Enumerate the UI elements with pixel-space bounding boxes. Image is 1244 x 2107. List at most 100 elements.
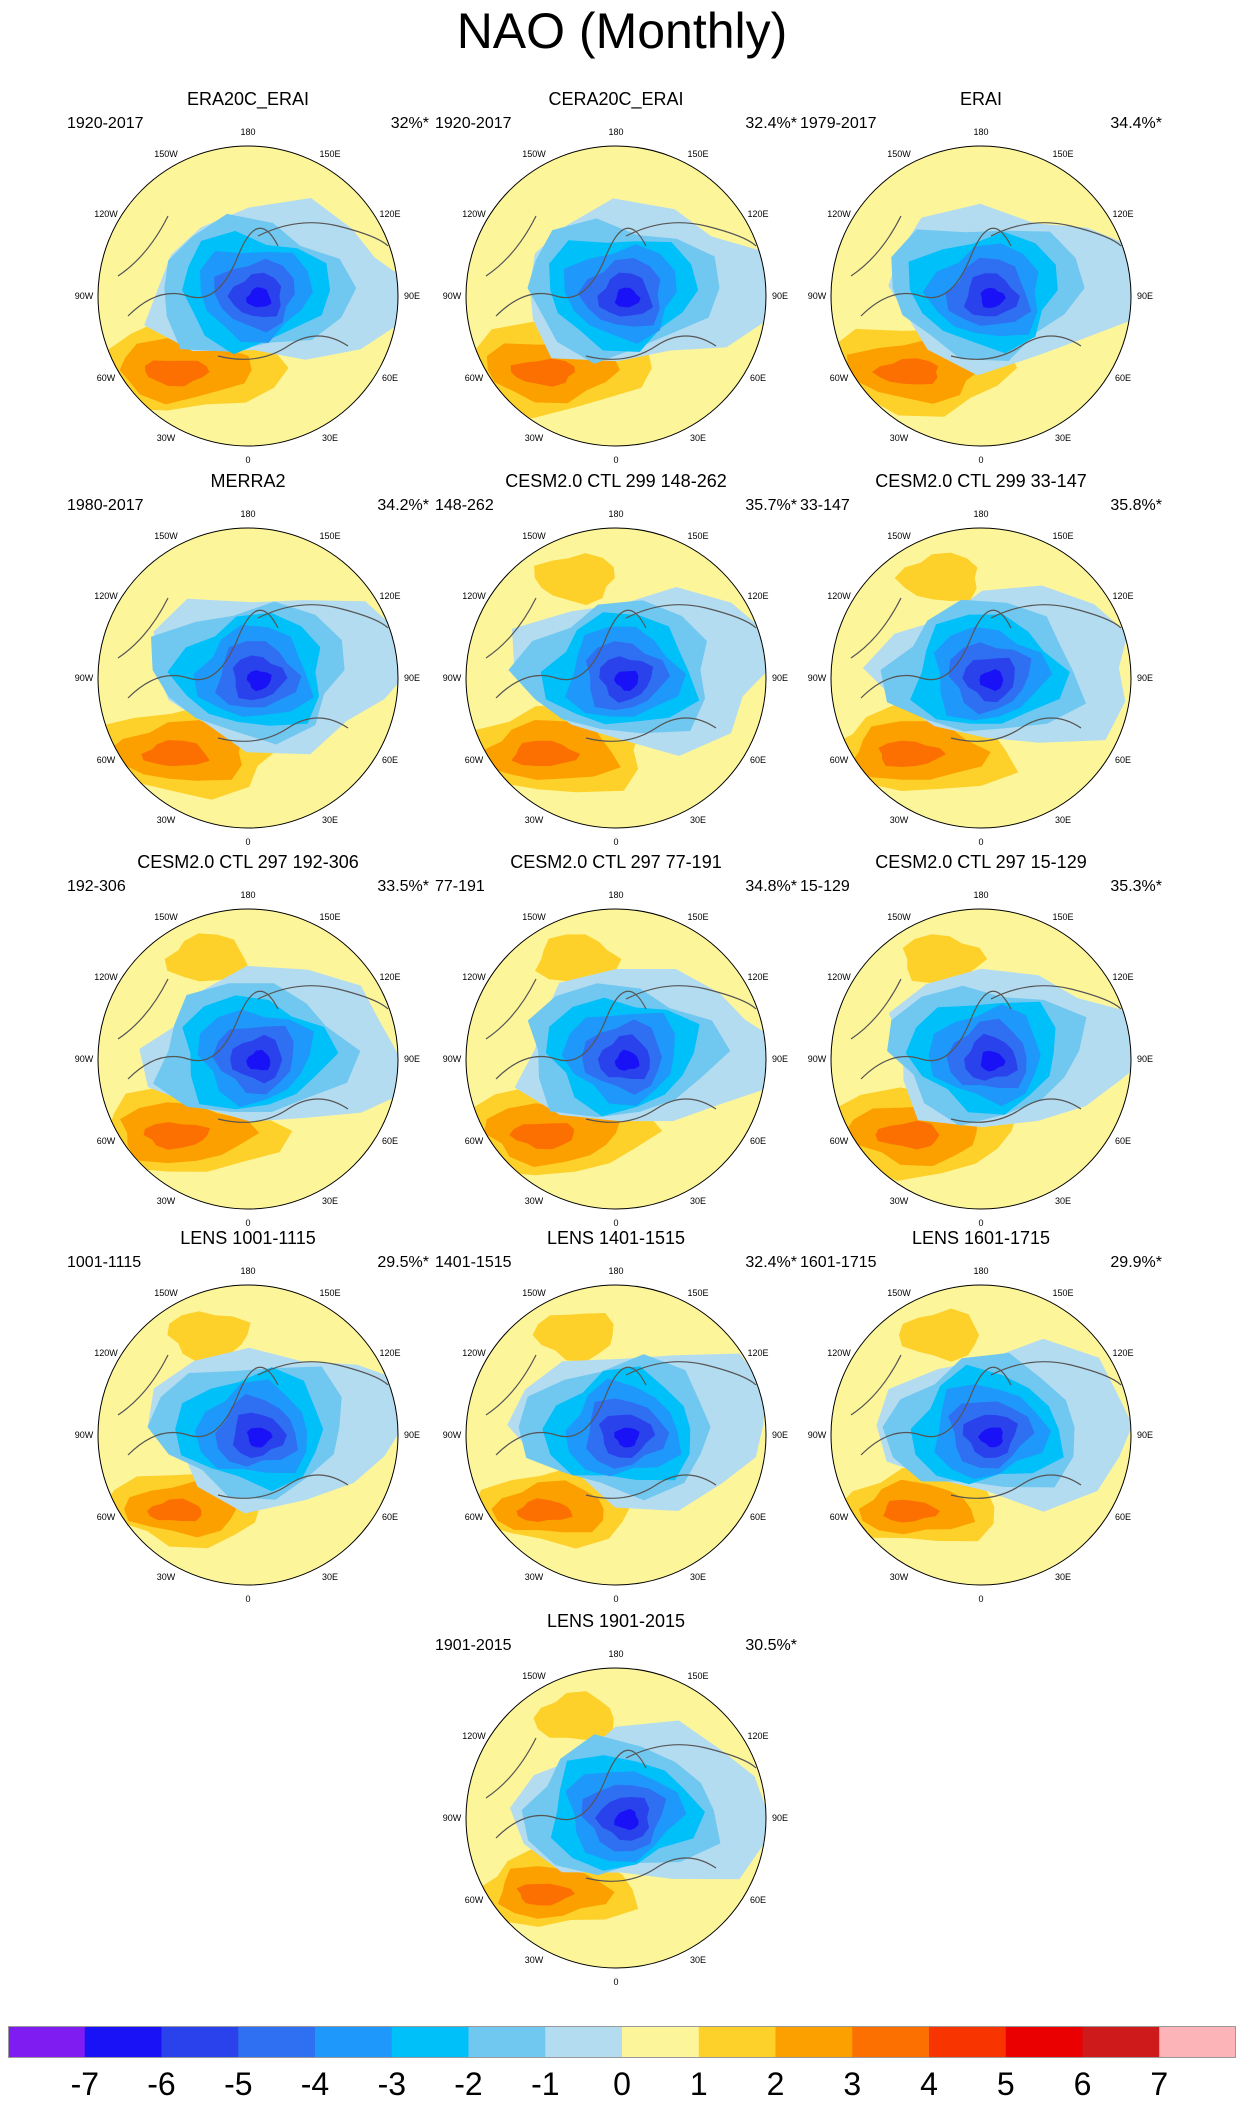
longitude-label: 30W [525, 1572, 544, 1582]
map-border [465, 145, 767, 447]
longitude-label: 30E [690, 1955, 706, 1965]
polar-map: 180 150E 120E 90E 60E 30E 0 30W 60W 90W 120W 150W [443, 890, 788, 1228]
panel-explained-variance: 30.5%* [745, 1637, 797, 1654]
longitude-label: 150E [319, 1288, 340, 1298]
longitude-label: 120W [94, 591, 118, 601]
colorbar-swatch-12 [852, 2026, 930, 2058]
polar-map: 180 150E 120E 90E 60E 30E 0 30W 60W 90W 120W 150W [443, 1649, 788, 1987]
longitude-label: 30E [1055, 1196, 1071, 1206]
longitude-label: 120E [747, 209, 768, 219]
longitude-label: 90E [772, 1430, 788, 1440]
longitude-label: 120E [379, 1348, 400, 1358]
longitude-label: 60E [1115, 1136, 1131, 1146]
longitude-label: 30W [890, 433, 909, 443]
longitude-label: 30W [525, 815, 544, 825]
map-panel-lens-1601-1715: LENS 1601-1715 1601-1715 29.9%* 180 150E 120E… [796, 1227, 1166, 1604]
longitude-label: 180 [973, 1266, 988, 1276]
longitude-label: 150W [522, 1671, 546, 1681]
longitude-label: 60W [465, 373, 484, 383]
longitude-label: 150E [1052, 149, 1073, 159]
longitude-label: 90W [75, 673, 94, 683]
panel-period: 1979-2017 [800, 115, 877, 132]
longitude-label: 30W [157, 1572, 176, 1582]
polar-map: 180 150E 120E 90E 60E 30E 0 30W 60W 90W 120W 150W [443, 509, 788, 847]
coastline-3 [950, 335, 1082, 360]
longitude-label: 60W [97, 373, 116, 383]
longitude-label: 150W [154, 149, 178, 159]
colorbar-swatch-13 [929, 2026, 1007, 2058]
coastline-2 [990, 604, 1122, 629]
panel-title: CESM2.0 CTL 299 33-147 [875, 471, 1087, 491]
longitude-label: 120E [747, 1731, 768, 1741]
atlantic-positive-lobe-3 [516, 1883, 576, 1906]
coastline-4 [117, 1354, 169, 1416]
coastline-1 [495, 990, 647, 1080]
atlantic-positive-lobe-3 [878, 740, 946, 767]
map-border [830, 527, 1132, 829]
longitude-label: 90W [443, 1813, 462, 1823]
map-border [97, 145, 399, 447]
longitude-label: 120E [1112, 209, 1133, 219]
coastline-3 [950, 717, 1082, 742]
longitude-label: 150W [887, 531, 911, 541]
longitude-label: 60E [750, 373, 766, 383]
longitude-label: 30W [525, 1196, 544, 1206]
longitude-label: 60E [750, 755, 766, 765]
map-panel-lens-1001-1115: LENS 1001-1115 1001-1115 29.5%* 180 150E 120E… [63, 1227, 433, 1604]
panel-explained-variance: 34.4%* [1110, 115, 1162, 132]
longitude-label: 30E [690, 1572, 706, 1582]
longitude-label: 60E [382, 1512, 398, 1522]
longitude-label: 150W [887, 1288, 911, 1298]
coastline-1 [860, 1366, 1012, 1456]
longitude-label: 90E [404, 1054, 420, 1064]
longitude-label: 150E [319, 531, 340, 541]
pacific-positive-lobe [894, 552, 978, 601]
map-panel-cesm2-0-ctl-297-192-306: CESM2.0 CTL 297 192-306 192-306 33.5%* 180 1… [63, 851, 433, 1228]
colorbar-swatch-11 [775, 2026, 853, 2058]
polar-map: 180 150E 120E 90E 60E 30E 0 30W 60W 90W 120W 150W [808, 509, 1153, 847]
longitude-label: 0 [245, 455, 250, 465]
longitude-label: 90E [404, 1430, 420, 1440]
longitude-label: 90W [443, 291, 462, 301]
arctic-negative-contour-7 [980, 1050, 1006, 1072]
longitude-label: 90E [772, 673, 788, 683]
colorbar-label: -6 [147, 2066, 176, 2102]
colorbar-swatch-15 [1082, 2026, 1160, 2058]
arctic-negative-contour-7 [246, 1049, 271, 1071]
coastline-2 [625, 1361, 757, 1386]
panel-period: 33-147 [800, 497, 850, 514]
longitude-label: 180 [973, 509, 988, 519]
longitude-label: 120E [379, 972, 400, 982]
longitude-label: 90W [808, 673, 827, 683]
longitude-label: 150E [687, 1671, 708, 1681]
coastline-2 [625, 604, 757, 629]
colorbar [8, 2026, 1236, 2058]
atlantic-positive-lobe-3 [510, 358, 575, 387]
longitude-label: 60W [465, 1512, 484, 1522]
longitude-label: 30W [890, 1196, 909, 1206]
longitude-label: 90W [443, 673, 462, 683]
map-border [465, 1284, 767, 1586]
map-panel-lens-1401-1515: LENS 1401-1515 1401-1515 32.4%* 180 150E 120E… [431, 1227, 801, 1604]
coastline-4 [485, 1737, 537, 1799]
atlantic-positive-lobe-3 [144, 360, 210, 387]
coastline-4 [485, 215, 537, 277]
longitude-label: 30W [157, 433, 176, 443]
longitude-label: 60W [97, 1136, 116, 1146]
longitude-label: 150W [522, 1288, 546, 1298]
longitude-label: 0 [613, 837, 618, 847]
longitude-label: 120W [827, 1348, 851, 1358]
coastline-2 [990, 1361, 1122, 1386]
longitude-label: 150W [154, 531, 178, 541]
longitude-label: 180 [608, 1266, 623, 1276]
panel-title: CESM2.0 CTL 299 148-262 [505, 471, 727, 491]
panel-period: 1901-2015 [435, 1637, 512, 1654]
longitude-label: 0 [613, 1218, 618, 1228]
coastline-1 [495, 609, 647, 699]
longitude-label: 60W [97, 1512, 116, 1522]
arctic-negative-contour-7 [614, 287, 641, 308]
longitude-label: 60W [830, 1512, 849, 1522]
panel-explained-variance: 29.5%* [377, 1254, 429, 1271]
longitude-label: 120E [379, 209, 400, 219]
coastline-3 [585, 1857, 717, 1882]
